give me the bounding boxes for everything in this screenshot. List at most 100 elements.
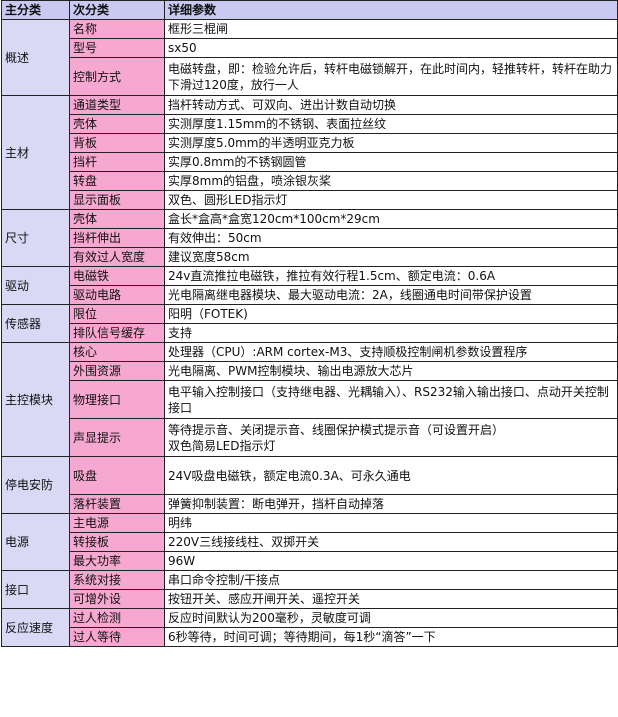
detail-cell: 串口命令控制/干接点 (164, 570, 618, 590)
sub-category-cell: 挡杆伸出 (69, 228, 165, 248)
detail-cell: 建议宽度58cm (164, 247, 618, 267)
main-category-cell: 电源 (1, 513, 70, 571)
table-row: 主材 通道类型 挡杆转动方式、可双向、进出计数自动切换 (1, 95, 618, 210)
detail-cell: 弹簧抑制装置：断电弹开，挡杆自动掉落 (164, 494, 618, 514)
table-row: 外围资源 光电隔离、PWM控制模块、输出电源放大芯片 (2, 361, 618, 381)
main-category-cell: 停电安防 (1, 456, 70, 514)
table-row: 接口 系统对接 串口命令控制/干接点 (1, 570, 618, 609)
sub-category-cell: 可增外设 (69, 589, 165, 609)
detail-cell: 框形三棍闸 (164, 19, 618, 39)
main-category-cell: 概述 (1, 19, 70, 96)
detail-cell: 光电隔离继电器模块、最大驱动电流：2A，线圈通电时间带保护设置 (164, 285, 618, 305)
table-row: 驱动 电磁铁 24v直流推拉电磁铁，推拉有效行程1.5cm、额定电流：0.6A (1, 266, 618, 305)
detail-cell: 挡杆转动方式、可双向、进出计数自动切换 (164, 95, 618, 115)
sub-category-cell: 驱动电路 (69, 285, 165, 305)
detail-cell: 电磁转盘，即：检验允许后，转杆电磁锁解开，在此时间内，轻推转杆，转杆在助力下滑过… (164, 57, 618, 96)
table-row: 排队信号缓存 支持 (2, 323, 618, 343)
detail-cell: 实测厚度5.0mm的半透明亚克力板 (164, 133, 618, 153)
main-category-cell: 主材 (1, 95, 70, 210)
detail-cell: 支持 (164, 323, 618, 343)
detail-cell: sx50 (164, 38, 618, 58)
table-row: 传感器 限位 阳明（FOTEK) (1, 304, 618, 343)
table-row: 概述 名称 框形三棍闸 (1, 19, 618, 96)
sub-category-cell: 最大功率 (69, 551, 165, 571)
detail-cell: 实厚0.8mm的不锈钢圆管 (164, 152, 618, 172)
main-category-cell: 尺寸 (1, 209, 70, 267)
sub-category-cell: 有效过人宽度 (69, 247, 165, 267)
sub-category-cell: 过人等待 (69, 627, 165, 647)
table-row: 过人等待 6秒等待，时间可调；等待期间，每1秒“滴答”一下 (2, 627, 618, 647)
detail-cell: 处理器（CPU）:ARM cortex-M3、支持顺极控制闸机参数设置程序 (164, 342, 618, 362)
table-row: 主控模块 核心 处理器（CPU）:ARM cortex-M3、支持顺极控制闸机参数设… (1, 342, 618, 457)
table-row: 控制方式 电磁转盘，即：检验允许后，转杆电磁锁解开，在此时间内，轻推转杆，转杆在助… (2, 57, 618, 96)
detail-cell: 光电隔离、PWM控制模块、输出电源放大芯片 (164, 361, 618, 381)
table-row: 可增外设 按钮开关、感应开闸开关、遥控开关 (2, 589, 618, 609)
sub-category-cell: 外围资源 (69, 361, 165, 381)
sub-category-cell: 声显提示 (69, 418, 165, 457)
table-row: 挡杆伸出 有效伸出：50cm (2, 228, 618, 248)
table-row: 转接板 220V三线接线柱、双掷开关 (2, 532, 618, 552)
sub-category-cell: 电磁铁 (69, 266, 165, 286)
header-row: 主分类 次分类 详细参数 (1, 0, 618, 20)
sub-category-cell: 落杆装置 (69, 494, 165, 514)
sub-category-cell: 挡杆 (69, 152, 165, 172)
detail-cell: 实厚8mm的铝盘，喷涂银灰桨 (164, 171, 618, 191)
table-row: 停电安防 吸盘 24V吸盘电磁铁，额定电流0.3A、可永久通电 (1, 456, 618, 514)
detail-cell: 220V三线接线柱、双掷开关 (164, 532, 618, 552)
table-row: 最大功率 96W (2, 551, 618, 571)
header-details: 详细参数 (164, 0, 618, 20)
table-row: 显示面板 双色、圆形LED指示灯 (2, 190, 618, 210)
spec-body: 概述 名称 框形三棍闸 型号 sx50 控制方式 电磁转盘，即：检验允许后，转杆电磁锁解开，… (1, 19, 618, 647)
table-row: 声显提示 等待提示音、关闭提示音、线圈保护模式提示音（可设置开启） 双色简易LED… (2, 418, 618, 457)
detail-cell: 电平输入控制接口（支持继电器、光耦输入）、RS232输入输出接口、点动开关控制接… (164, 380, 618, 419)
detail-cell: 明纬 (164, 513, 618, 533)
detail-cell: 6秒等待，时间可调；等待期间，每1秒“滴答”一下 (164, 627, 618, 647)
table-row: 反应速度 过人检测 反应时间默认为200毫秒，灵敏度可调 (1, 608, 618, 647)
table-row: 电源 主电源 明纬 (1, 513, 618, 571)
detail-cell: 反应时间默认为200毫秒，灵敏度可调 (164, 608, 618, 628)
table-row: 型号 sx50 (2, 38, 618, 58)
sub-category-cell: 控制方式 (69, 57, 165, 96)
sub-category-cell: 转盘 (69, 171, 165, 191)
sub-category-cell: 壳体 (69, 209, 165, 229)
table-row: 转盘 实厚8mm的铝盘，喷涂银灰桨 (2, 171, 618, 191)
sub-category-cell: 系统对接 (69, 570, 165, 590)
header-sub-category: 次分类 (69, 0, 165, 20)
main-category-cell: 反应速度 (1, 608, 70, 647)
sub-category-cell: 排队信号缓存 (69, 323, 165, 343)
detail-cell: 24V吸盘电磁铁，额定电流0.3A、可永久通电 (164, 456, 618, 495)
detail-cell: 阳明（FOTEK) (164, 304, 618, 324)
table-row: 尺寸 壳体 盒长*盒高*盒宽120cm*100cm*29cm (1, 209, 618, 267)
main-category-cell: 接口 (1, 570, 70, 609)
sub-category-cell: 限位 (69, 304, 165, 324)
detail-cell: 96W (164, 551, 618, 571)
table-row: 有效过人宽度 建议宽度58cm (2, 247, 618, 267)
table-row: 驱动电路 光电隔离继电器模块、最大驱动电流：2A，线圈通电时间带保护设置 (2, 285, 618, 305)
main-category-cell: 传感器 (1, 304, 70, 343)
sub-category-cell: 背板 (69, 133, 165, 153)
sub-category-cell: 显示面板 (69, 190, 165, 210)
table-row: 壳体 实测厚度1.15mm的不锈钢、表面拉丝纹 (2, 114, 618, 134)
table-row: 落杆装置 弹簧抑制装置：断电弹开，挡杆自动掉落 (2, 494, 618, 514)
sub-category-cell: 核心 (69, 342, 165, 362)
detail-cell: 有效伸出：50cm (164, 228, 618, 248)
detail-cell: 等待提示音、关闭提示音、线圈保护模式提示音（可设置开启） 双色简易LED指示灯 (164, 418, 618, 457)
detail-cell: 24v直流推拉电磁铁，推拉有效行程1.5cm、额定电流：0.6A (164, 266, 618, 286)
sub-category-cell: 物理接口 (69, 380, 165, 419)
sub-category-cell: 通道类型 (69, 95, 165, 115)
sub-category-cell: 名称 (69, 19, 165, 39)
spec-table: 主分类 次分类 详细参数 概述 名称 框形三棍闸 型号 sx50 控制方式 电磁转盘，即：检… (1, 0, 618, 647)
sub-category-cell: 吸盘 (69, 456, 165, 495)
sub-category-cell: 主电源 (69, 513, 165, 533)
table-row: 挡杆 实厚0.8mm的不锈钢圆管 (2, 152, 618, 172)
sub-category-cell: 过人检测 (69, 608, 165, 628)
detail-cell: 双色、圆形LED指示灯 (164, 190, 618, 210)
table-row: 背板 实测厚度5.0mm的半透明亚克力板 (2, 133, 618, 153)
main-category-cell: 主控模块 (1, 342, 70, 457)
detail-cell: 盒长*盒高*盒宽120cm*100cm*29cm (164, 209, 618, 229)
detail-cell: 实测厚度1.15mm的不锈钢、表面拉丝纹 (164, 114, 618, 134)
sub-category-cell: 转接板 (69, 532, 165, 552)
detail-cell: 按钮开关、感应开闸开关、遥控开关 (164, 589, 618, 609)
sub-category-cell: 型号 (69, 38, 165, 58)
main-category-cell: 驱动 (1, 266, 70, 305)
